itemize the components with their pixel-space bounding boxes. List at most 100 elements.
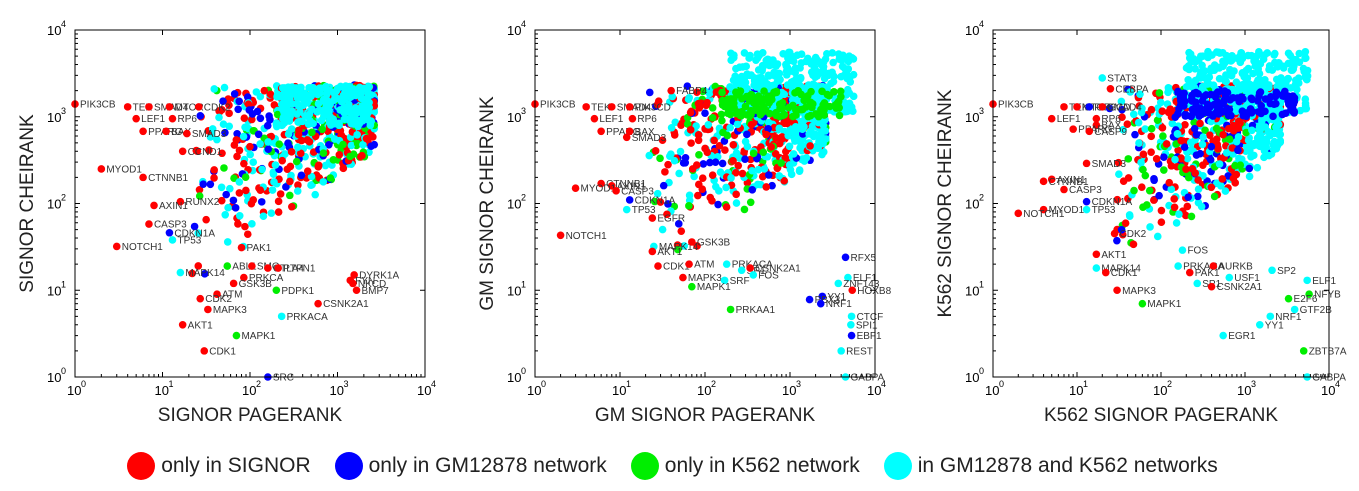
data-point [820,111,829,119]
data-point-mapk3 [204,305,212,314]
data-point [243,93,252,101]
data-point [1147,105,1156,114]
data-point [355,83,364,92]
data-point [736,79,744,88]
data-point-casp3 [1060,185,1068,194]
data-point [787,67,796,75]
data-point [829,58,837,67]
y-tick-label-exp: 4 [979,19,984,29]
data-point [817,69,826,77]
data-point [270,101,279,109]
data-point [307,172,316,181]
x-tick-label-exp: 1 [169,379,174,389]
y-tick-label: 10 [47,110,61,125]
data-point [747,110,755,119]
data-point [1117,97,1126,106]
data-point-sp1 [737,266,746,275]
data-point-hoxb8 [848,286,857,295]
data-point [1147,132,1156,141]
data-point [199,180,208,188]
data-label-cdk1: CDK1 [1111,268,1138,279]
data-point-prkaca [277,312,286,321]
data-point [297,136,306,145]
x-tick-label-exp: 2 [711,379,716,389]
data-point [1222,77,1230,86]
y-tick-label-exp: 0 [61,366,66,376]
data-point [1182,165,1190,173]
data-point [1259,55,1268,64]
data-point [771,149,780,158]
data-point [651,147,660,155]
x-tick-label-exp: 4 [431,379,436,389]
legend-dot-green [630,452,659,480]
data-point [765,171,773,179]
data-point [256,114,265,123]
data-point [840,98,849,107]
data-point [326,100,334,109]
data-point [818,58,826,67]
y-tick-label-exp: 4 [521,19,526,29]
data-point-prkaca [722,260,731,268]
data-point [767,143,775,151]
data-label-pparg: PPARG [606,127,640,138]
data-point [1155,89,1164,97]
data-point [789,101,797,110]
data-point [188,269,196,278]
data-point [219,97,227,105]
data-label-ccnd1: CCND1 [188,147,223,158]
data-point [321,161,330,170]
data-point [220,164,228,172]
data-label-csnk2a1: CSNK2A1 [1217,282,1263,293]
data-point [1152,155,1161,163]
data-point-casp9 [1085,127,1094,136]
data-point [1205,131,1214,139]
y-tick-label: 10 [507,283,521,298]
data-point [355,119,364,128]
data-point [796,64,804,72]
point-cloud [1105,47,1312,249]
data-point [1274,58,1283,67]
data-point-zbtb7a [1299,347,1308,355]
data-point-mapk14 [176,268,185,277]
legend-item-only-signor: only in SIGNOR [127,452,311,480]
data-label-tek: TEK [591,102,611,113]
data-label-mapk3: MAPK3 [213,305,247,316]
data-point [1239,111,1248,120]
data-label-axin1: AXIN1 [159,201,188,212]
data-point [729,53,738,62]
data-label-casp3: CASP3 [621,186,654,197]
data-label-src: SRC [273,373,294,384]
data-point [788,96,797,104]
x-tick-label: 10 [612,383,626,398]
data-point [1228,52,1236,60]
data-point [1225,135,1234,144]
data-point [685,202,693,210]
data-point [1191,169,1200,177]
data-point [772,133,780,142]
chart-panel-1: PIK3CBTEKSMAD4MTORCDK2LEF1RP6PPARGBAXSMA… [17,19,436,426]
data-point [732,190,740,199]
data-point [221,128,229,137]
data-label-pdpk1: PDPK1 [281,286,314,297]
data-point [836,87,845,96]
data-point-pak1 [1185,268,1194,277]
data-point [1218,108,1227,116]
legend-dot-red [127,452,156,480]
data-point [1261,107,1269,116]
data-point [686,126,695,134]
data-point [330,135,339,143]
data-label-lef1: LEF1 [1057,114,1081,125]
data-point [768,181,776,190]
data-point [360,108,368,117]
data-point [1270,51,1278,59]
data-point [1234,84,1243,93]
data-label-mapk14: MAPK14 [659,242,699,253]
data-point [1160,166,1168,174]
y-tick-label: 10 [47,197,61,212]
data-label-smad3: SMAD3 [192,129,227,140]
data-point [1183,202,1192,211]
data-point-myod1 [571,184,580,193]
data-point-pparg [1069,125,1077,133]
data-point [1187,212,1196,221]
data-point [810,130,819,138]
